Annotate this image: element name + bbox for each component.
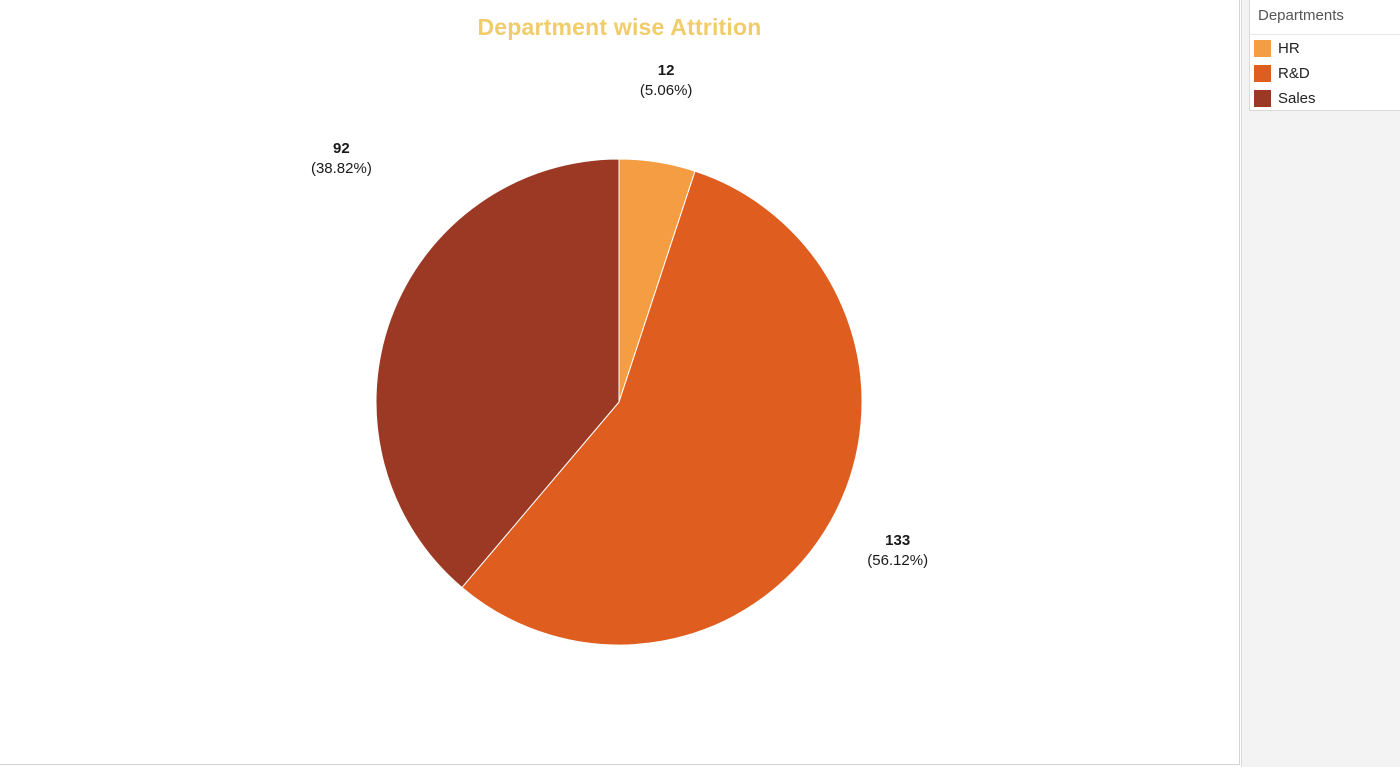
side-panel: Departments HR R&D Sales bbox=[1241, 0, 1400, 767]
legend-item-hr[interactable]: HR bbox=[1254, 38, 1300, 58]
legend-label-hr: HR bbox=[1278, 39, 1300, 57]
legend-swatch-rd bbox=[1254, 64, 1271, 82]
slice-value-sales: 92 bbox=[333, 139, 350, 157]
slice-label-hr: 12 (5.06%) bbox=[626, 61, 706, 101]
slice-label-sales: 92 (38.82%) bbox=[301, 139, 381, 179]
legend: Departments HR R&D Sales bbox=[1249, 0, 1400, 111]
legend-label-sales: Sales bbox=[1278, 89, 1316, 107]
legend-title: Departments bbox=[1258, 7, 1344, 24]
legend-item-rd[interactable]: R&D bbox=[1254, 63, 1310, 83]
legend-swatch-hr bbox=[1254, 39, 1271, 57]
pie-slice-sales[interactable] bbox=[375, 158, 620, 589]
legend-item-sales[interactable]: Sales bbox=[1254, 88, 1316, 108]
chart-area: Department wise Attrition 12 (5.06%) 133… bbox=[0, 0, 1240, 765]
chart-title: Department wise Attrition bbox=[477, 14, 762, 40]
pie-slice-rd[interactable] bbox=[461, 170, 863, 646]
slice-value-hr: 12 bbox=[657, 61, 675, 79]
slice-percent-sales: (38.82%) bbox=[310, 159, 372, 177]
slice-label-rd: 133 (56.12%) bbox=[858, 531, 938, 571]
slice-value-rd: 133 bbox=[885, 532, 911, 550]
legend-divider bbox=[1250, 34, 1400, 35]
slice-percent-hr: (5.06%) bbox=[639, 81, 693, 99]
pie-chart bbox=[375, 158, 863, 646]
legend-label-rd: R&D bbox=[1278, 64, 1310, 82]
slice-percent-rd: (56.12%) bbox=[867, 552, 929, 570]
legend-swatch-sales bbox=[1254, 89, 1271, 107]
